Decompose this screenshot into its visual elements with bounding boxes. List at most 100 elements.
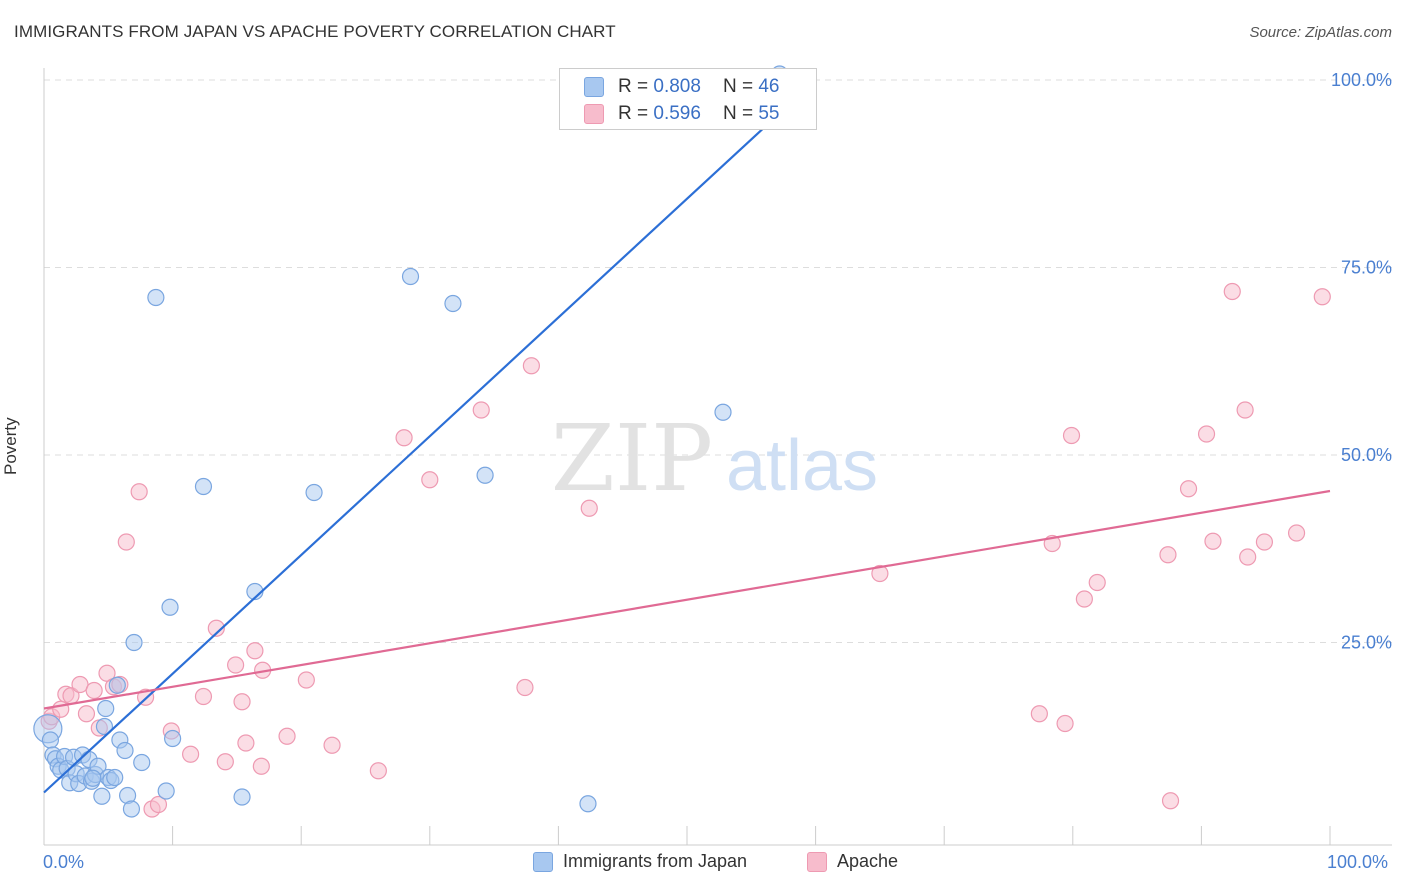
series-legend: Immigrants from Japan Apache xyxy=(0,851,1406,877)
watermark-zip: ZIP xyxy=(551,405,713,512)
data-point xyxy=(1239,548,1257,566)
data-point xyxy=(125,633,143,652)
legend-n-label: N = xyxy=(722,103,754,124)
data-point xyxy=(149,795,168,814)
data-point xyxy=(233,788,251,806)
legend-swatch-japan xyxy=(584,77,604,97)
legend-row-japan: R = 0.808 N = 46 xyxy=(584,75,779,99)
y-tick-label: 75.0% xyxy=(1341,258,1392,278)
data-point xyxy=(1179,480,1198,498)
data-point xyxy=(395,429,413,447)
data-point xyxy=(1236,401,1254,419)
data-point xyxy=(216,753,234,771)
grid-lines xyxy=(44,79,1392,643)
data-point xyxy=(1159,546,1177,564)
data-point xyxy=(161,598,179,616)
data-point xyxy=(233,693,251,711)
data-point xyxy=(369,762,387,780)
data-point xyxy=(1088,573,1106,592)
legend-r-label: R = xyxy=(618,76,649,97)
data-point xyxy=(472,401,490,419)
data-point xyxy=(157,782,175,800)
data-point xyxy=(237,734,255,752)
data-point xyxy=(84,769,102,787)
x-tick-label-max: 100.0% xyxy=(1327,852,1389,872)
data-point xyxy=(305,483,323,502)
chart-source: Source: ZipAtlas.com xyxy=(1249,24,1392,41)
trendline-apache xyxy=(43,489,1331,710)
legend-n-value-japan: 46 xyxy=(758,76,780,97)
legend-r-value-japan: 0.808 xyxy=(653,76,701,97)
data-point xyxy=(207,619,225,637)
legend-swatch-apache xyxy=(584,104,604,124)
data-point xyxy=(580,499,598,517)
data-point xyxy=(164,729,182,748)
data-point xyxy=(93,787,111,805)
y-tick-labels: 25.0% 50.0% 75.0% 100.0% xyxy=(1331,70,1392,653)
data-point xyxy=(297,671,315,689)
series-apache xyxy=(40,282,1331,818)
data-point xyxy=(41,731,60,749)
legend-item-apache: Apache xyxy=(807,851,898,872)
series-japan xyxy=(33,65,789,818)
data-point xyxy=(278,727,296,745)
data-point xyxy=(117,533,135,551)
correlation-legend: R = 0.808 N = 46 R = 0.596 N = 55 xyxy=(559,68,817,130)
data-point xyxy=(871,564,889,583)
data-point xyxy=(1204,532,1222,550)
legend-row-apache: R = 0.596 N = 55 xyxy=(584,102,779,126)
data-point xyxy=(194,477,213,496)
data-point xyxy=(323,736,341,754)
legend-r-value-apache: 0.596 xyxy=(653,103,701,124)
watermark: ZIP atlas xyxy=(551,405,878,512)
data-point xyxy=(1287,524,1306,542)
data-point xyxy=(1255,533,1274,551)
trendline-japan xyxy=(43,120,772,794)
data-point xyxy=(246,642,264,660)
legend-swatch-apache xyxy=(807,851,827,872)
data-point xyxy=(516,678,534,697)
data-point xyxy=(95,717,114,736)
data-point xyxy=(182,745,200,763)
data-point xyxy=(1056,714,1074,733)
data-point xyxy=(1223,282,1241,301)
data-point xyxy=(122,800,141,818)
data-point xyxy=(476,466,494,484)
data-point xyxy=(1075,590,1093,608)
axes xyxy=(43,68,1392,846)
data-point xyxy=(579,795,597,813)
data-point xyxy=(444,294,462,313)
legend-r-label: R = xyxy=(618,103,649,124)
data-point xyxy=(108,676,126,694)
data-point xyxy=(401,267,420,286)
data-point xyxy=(252,757,270,775)
data-point xyxy=(1161,792,1180,810)
data-point xyxy=(147,288,165,307)
y-tick-label: 25.0% xyxy=(1341,633,1392,653)
data-point xyxy=(194,687,213,706)
legend-swatch-japan xyxy=(533,851,553,872)
watermark-atlas: atlas xyxy=(726,426,878,506)
y-tick-label: 100.0% xyxy=(1331,70,1392,90)
data-point xyxy=(130,483,148,501)
chart-title: IMMIGRANTS FROM JAPAN VS APACHE POVERTY … xyxy=(14,22,616,41)
data-point xyxy=(97,699,115,718)
data-point xyxy=(85,681,103,700)
data-point xyxy=(1062,426,1081,445)
data-point xyxy=(106,768,124,787)
data-point xyxy=(116,741,134,760)
y-tick-label: 50.0% xyxy=(1341,445,1392,465)
legend-n-value-apache: 55 xyxy=(758,103,780,124)
legend-n-label: N = xyxy=(722,76,754,97)
data-point xyxy=(133,753,151,772)
data-point xyxy=(77,705,96,723)
x-tick-label-min: 0.0% xyxy=(43,852,85,872)
data-point xyxy=(1313,288,1331,306)
legend-label-apache: Apache xyxy=(837,851,899,871)
data-point xyxy=(522,357,540,375)
legend-item-japan: Immigrants from Japan xyxy=(533,851,747,872)
data-point xyxy=(714,403,732,421)
data-point xyxy=(1197,425,1216,443)
data-point xyxy=(1030,705,1048,723)
